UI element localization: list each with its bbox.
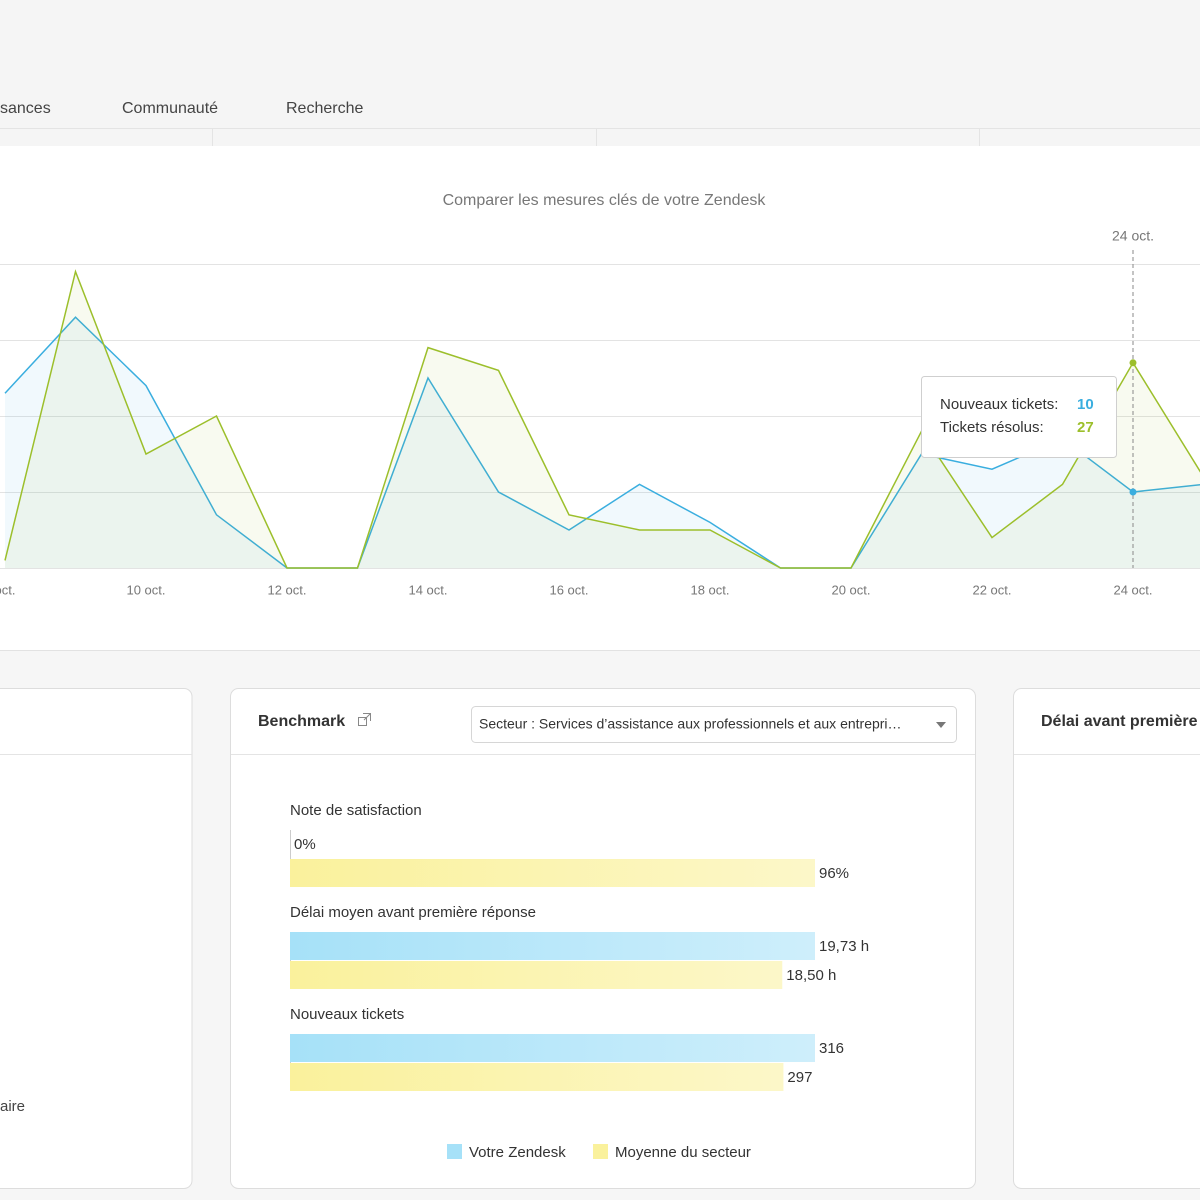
legend-label: Votre Zendesk <box>469 1144 566 1161</box>
group-label: Nouveaux tickets <box>290 1006 404 1023</box>
bar-chart: Note de satisfaction 0% 96% Délai moyen ava… <box>290 802 869 1161</box>
bar <box>290 932 815 960</box>
dropdown-arrow <box>936 722 946 728</box>
nav-tab[interactable]: Recherche <box>286 100 363 117</box>
x-tick-label: 24 oct. <box>1113 582 1152 597</box>
line-chart: oct. 10 oct. 12 oct. 14 oct. 16 oct. 18 oct. 2… <box>0 228 1200 597</box>
dropdown[interactable] <box>471 706 957 743</box>
x-tick-label: 14 oct. <box>408 582 447 597</box>
value-label: 19,73 h <box>819 938 869 955</box>
tooltip-value: 27 <box>1077 419 1094 436</box>
value-label: 297 <box>787 1069 812 1086</box>
tooltip-label: Tickets résolus: <box>940 419 1044 436</box>
group-label: Délai moyen avant première réponse <box>290 904 536 921</box>
series-line <box>4 316 1200 569</box>
series-area <box>5 317 1200 568</box>
x-tick-label: 18 oct. <box>690 582 729 597</box>
x-tick-label: 16 oct. <box>549 582 588 597</box>
legend-swatch <box>593 1144 608 1159</box>
nav-tab[interactable]: ssances <box>0 100 51 117</box>
nav-tab[interactable]: Communauté <box>122 100 218 117</box>
bar <box>290 1063 784 1091</box>
legend-swatch <box>447 1144 462 1159</box>
card <box>1013 688 1200 1189</box>
x-tick-label: 20 oct. <box>831 582 870 597</box>
value-label: 96% <box>819 865 849 882</box>
bar <box>290 961 783 989</box>
legend-label: Moyenne du secteur <box>615 1144 751 1161</box>
card-title: Benchmark <box>258 713 345 730</box>
series-area <box>5 271 1200 568</box>
value-label: 316 <box>819 1040 844 1057</box>
top-bar <box>0 0 1200 146</box>
x-tick-label: 12 oct. <box>267 582 306 597</box>
tooltip-label: Nouveaux tickets: <box>940 396 1058 413</box>
hover-dot <box>1129 359 1137 367</box>
card-text: aire <box>0 1098 25 1115</box>
tooltip-value: 10 <box>1077 396 1094 413</box>
series-line <box>4 269 1200 569</box>
x-tick-label: oct. <box>0 582 15 597</box>
card-title: Délai avant première <box>1041 713 1198 730</box>
x-tick-label: 10 oct. <box>126 582 165 597</box>
tooltip-box <box>921 376 1117 458</box>
dropdown-text: Secteur : Services d’assistance aux prof… <box>479 716 902 732</box>
card <box>0 688 193 1189</box>
value-label: 18,50 h <box>786 967 836 984</box>
tooltip: Nouveaux tickets: 10 Tickets résolus: 27 <box>921 376 1117 458</box>
bar <box>290 1034 815 1062</box>
bar <box>290 859 815 887</box>
group-label: Note de satisfaction <box>290 802 422 819</box>
external-link-icon[interactable] <box>358 713 371 726</box>
chart-title: Comparer les mesures clés de votre Zende… <box>443 192 767 209</box>
hover-label: 24 oct. <box>1112 228 1154 244</box>
x-tick-label: 22 oct. <box>972 582 1011 597</box>
hover-dot <box>1129 488 1137 496</box>
value-label: 0% <box>294 836 316 853</box>
